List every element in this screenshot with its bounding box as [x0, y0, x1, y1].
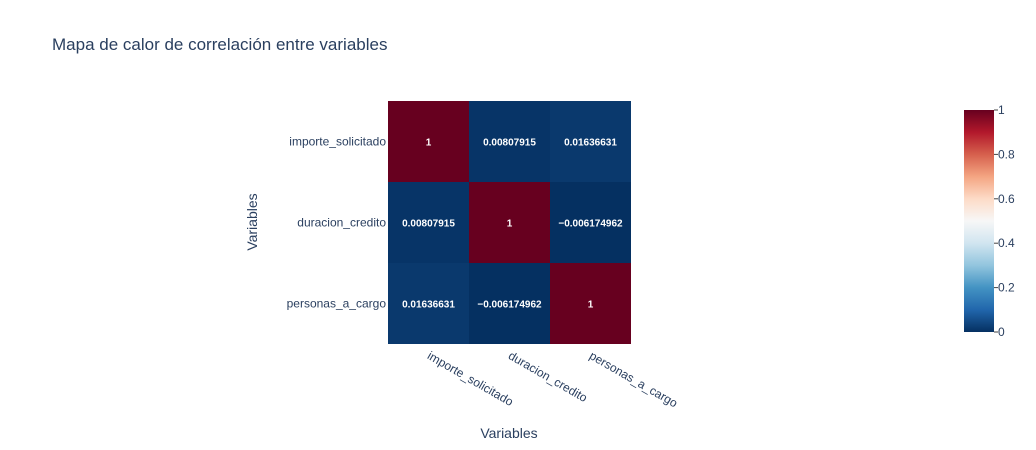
cell-value-label: 0.00807915	[483, 138, 536, 149]
colorbar-tick-label: 0.2	[998, 281, 1015, 295]
cell-value-label: −0.006174962	[558, 219, 623, 230]
heatmap-cell	[550, 101, 631, 182]
colorbar-tick-label: 0	[998, 325, 1005, 339]
heatmap-cell-labels: 1 0.00807915 0.01636631 0.00807915 1 −0.00617…	[402, 138, 623, 311]
colorbar-tick-label: 0.6	[998, 192, 1015, 206]
heatmap-cell	[550, 182, 631, 263]
colorbar-ticks: 0 0.2 0.4 0.6 0.8 1	[994, 103, 1015, 339]
cell-value-label: 0.01636631	[402, 300, 455, 311]
x-tick-label: personas_a_cargo	[587, 348, 680, 410]
heatmap-cell	[469, 101, 550, 182]
y-axis-title: Variables	[244, 193, 260, 250]
heatmap-cell	[469, 182, 550, 263]
colorbar-tick-label: 0.8	[998, 147, 1015, 161]
chart-title: Mapa de calor de correlación entre varia…	[52, 35, 387, 54]
heatmap-cells	[388, 101, 631, 344]
x-axis-ticks: importe_solicitadoduracion_creditoperson…	[425, 348, 680, 410]
colorbar-tick-label: 0.4	[998, 236, 1015, 250]
x-tick-label: duracion_credito	[506, 348, 590, 405]
y-tick-label: importe_solicitado	[289, 135, 386, 149]
cell-value-label: 1	[507, 219, 513, 230]
colorbar	[964, 110, 994, 332]
cell-value-label: 1	[426, 138, 432, 149]
cell-value-label: −0.006174962	[477, 300, 542, 311]
heatmap-cell	[388, 101, 469, 182]
heatmap-cell	[388, 182, 469, 263]
y-axis-ticks: importe_solicitado duracion_creditoperson…	[287, 135, 387, 311]
y-tick-label: duracion_credito	[297, 216, 386, 230]
heatmap-cell	[469, 263, 550, 344]
cell-value-label: 1	[588, 300, 594, 311]
heatmap-cell	[550, 263, 631, 344]
x-axis-title: Variables	[480, 425, 537, 441]
cell-value-label: 0.00807915	[402, 219, 455, 230]
cell-value-label: 0.01636631	[564, 138, 617, 149]
colorbar-tick-label: 1	[998, 103, 1005, 117]
x-tick-label: importe_solicitado	[425, 348, 516, 409]
y-tick-label: personas_a_cargo	[287, 297, 387, 311]
heatmap-cell	[388, 263, 469, 344]
